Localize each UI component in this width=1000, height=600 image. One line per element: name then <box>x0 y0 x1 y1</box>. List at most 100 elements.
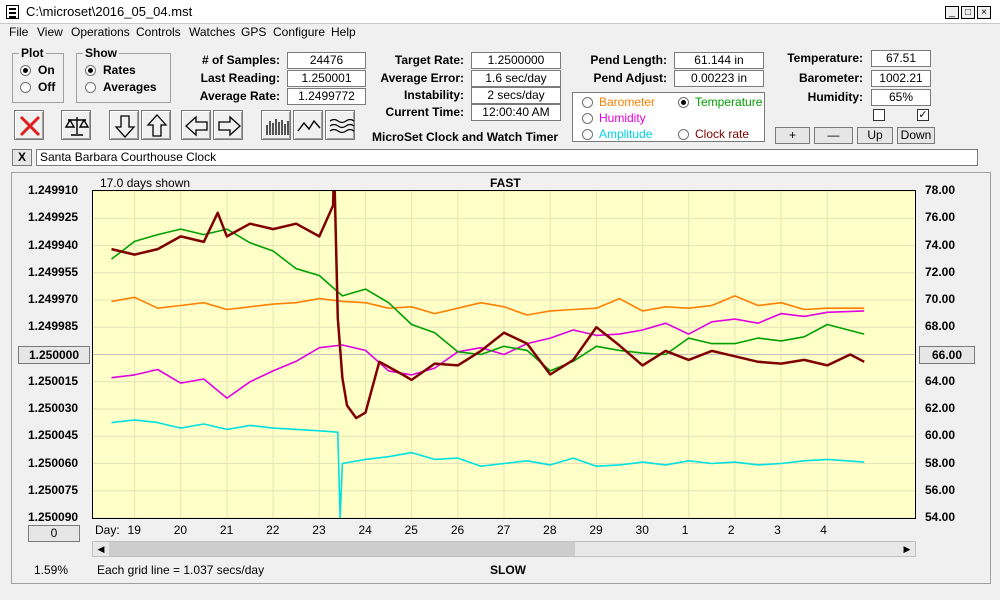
menu-configure[interactable]: Configure <box>273 25 326 39</box>
menu-file[interactable]: File <box>9 25 29 39</box>
x-tick-label: 1 <box>681 523 689 537</box>
scale-down-button[interactable]: Down <box>897 127 935 144</box>
down-arrow-button[interactable] <box>109 110 139 140</box>
offset-button[interactable]: 0 <box>28 525 80 542</box>
plot-on-label: On <box>38 63 55 77</box>
right-arrow-button[interactable] <box>213 110 243 140</box>
amplitude-radio[interactable] <box>582 129 593 140</box>
line-chart-button[interactable] <box>293 110 323 140</box>
fast-label: FAST <box>490 176 521 190</box>
show-group <box>76 53 171 103</box>
arrow-down-icon <box>114 115 136 138</box>
y-left-tick-label: 1.250090 <box>28 510 79 524</box>
plot-area <box>92 190 916 519</box>
last-reading-label: Last Reading: <box>200 71 280 85</box>
humidity-radio-label: Humidity <box>599 111 646 125</box>
plot-group <box>12 53 64 103</box>
arrow-right-icon <box>218 115 241 137</box>
target-rate-label: Target Rate: <box>394 53 464 67</box>
temperature-radio[interactable] <box>678 97 689 108</box>
chart-svg <box>93 191 915 518</box>
waves-button[interactable] <box>325 110 355 140</box>
x-tick-label: 21 <box>219 523 234 537</box>
clock-rate-radio[interactable] <box>678 129 689 140</box>
scale-plus-button[interactable]: + <box>775 127 810 144</box>
x-tick-label: 30 <box>635 523 649 537</box>
x-tick-label: 26 <box>450 523 465 537</box>
plot-on-radio[interactable] <box>20 65 31 76</box>
stop-button[interactable] <box>14 110 44 140</box>
menu-watches[interactable]: Watches <box>189 25 236 39</box>
average-error-value: 1.6 sec/day <box>471 70 561 87</box>
menu-controls[interactable]: Controls <box>136 25 181 39</box>
average-error-label: Average Error: <box>380 71 464 85</box>
plot-off-radio[interactable] <box>20 82 31 93</box>
up-arrow-button[interactable] <box>141 110 171 140</box>
menu-view[interactable]: View <box>37 25 63 39</box>
days-shown-label: 17.0 days shown <box>100 176 191 190</box>
x-tick-label: 22 <box>266 523 280 537</box>
average-rate-value: 1.2499772 <box>287 88 366 105</box>
menu-help[interactable]: Help <box>331 25 356 39</box>
show-rates-radio[interactable] <box>85 65 96 76</box>
y-right-tick-label: 62.00 <box>925 401 956 415</box>
app-icon[interactable] <box>6 5 19 19</box>
y-right-tick-label: 58.00 <box>925 455 956 470</box>
plot-off-label: Off <box>38 80 56 94</box>
barometer-value: 1002.21 <box>871 70 931 87</box>
menu-gps[interactable]: GPS <box>241 25 267 39</box>
y-right-tick-label: 54.00 <box>925 510 956 524</box>
left-center-button[interactable]: 1.250000 <box>18 346 90 364</box>
y-right-tick-label: 56.00 <box>925 482 956 497</box>
scale-minus-button[interactable]: — <box>814 127 853 144</box>
maximize-button[interactable]: □ <box>961 6 975 19</box>
pend-length-label: Pend Length: <box>590 53 667 67</box>
barometer-radio[interactable] <box>582 97 593 108</box>
scrollbar-thumb[interactable] <box>109 542 575 556</box>
scroll-left-icon[interactable]: ◀ <box>97 544 105 554</box>
temperature-radio-label: Temperature <box>695 95 763 109</box>
pend-adjust-value: 0.00223 in <box>674 70 764 87</box>
y-left-tick-label: 1.249985 <box>28 319 79 334</box>
humidity-value: 65% <box>871 89 931 106</box>
balance-button[interactable] <box>61 110 91 140</box>
arrow-up-icon <box>146 114 168 137</box>
series-line-amplitude <box>111 419 865 518</box>
y-right-tick-label: 68.00 <box>925 319 956 334</box>
clear-clock-button[interactable]: X <box>12 149 32 166</box>
bar-chart-button[interactable] <box>261 110 291 140</box>
y-left-tick-label: 1.250060 <box>28 455 79 470</box>
x-tick-label: 2 <box>727 523 735 537</box>
pend-length-value: 61.144 in <box>674 52 764 69</box>
close-button[interactable]: × <box>977 6 991 19</box>
menu-operations[interactable]: Operations <box>71 25 130 39</box>
humidity-radio[interactable] <box>582 113 593 124</box>
series-line-clock-rate <box>111 191 865 420</box>
y-right-tick-label: 64.00 <box>925 373 956 388</box>
red-x-icon <box>19 115 41 137</box>
horizontal-scrollbar[interactable]: ◀ ▶ <box>92 541 916 557</box>
y-left-tick-label: 1.249940 <box>28 237 79 252</box>
y-right-tick-label: 60.00 <box>925 428 956 443</box>
samples-label: # of Samples: <box>201 53 280 67</box>
show-group-label: Show <box>83 46 119 60</box>
minimize-button[interactable]: _ <box>945 6 959 19</box>
option-checkbox-1[interactable] <box>873 109 885 121</box>
x-tick-label: 28 <box>543 523 557 537</box>
y-left-tick-label: 1.250030 <box>28 401 79 415</box>
last-reading-value: 1.250001 <box>287 70 366 87</box>
instability-value: 2 secs/day <box>471 87 561 104</box>
x-tick-label: 3 <box>774 523 781 537</box>
slow-label: SLOW <box>490 563 526 577</box>
y-right-tick-label: 70.00 <box>925 292 956 306</box>
clock-name-input[interactable]: Santa Barbara Courthouse Clock <box>36 149 978 166</box>
y-left-tick-label: 1.250045 <box>28 428 79 443</box>
scroll-right-icon[interactable]: ▶ <box>903 544 911 554</box>
show-averages-radio[interactable] <box>85 82 96 93</box>
x-tick-label: 29 <box>589 523 603 537</box>
left-arrow-button[interactable] <box>181 110 211 140</box>
option-checkbox-2[interactable]: ✓ <box>917 109 929 121</box>
right-center-button[interactable]: 66.00 <box>919 346 975 364</box>
arrow-left-icon <box>185 115 208 137</box>
scale-up-button[interactable]: Up <box>857 127 893 144</box>
